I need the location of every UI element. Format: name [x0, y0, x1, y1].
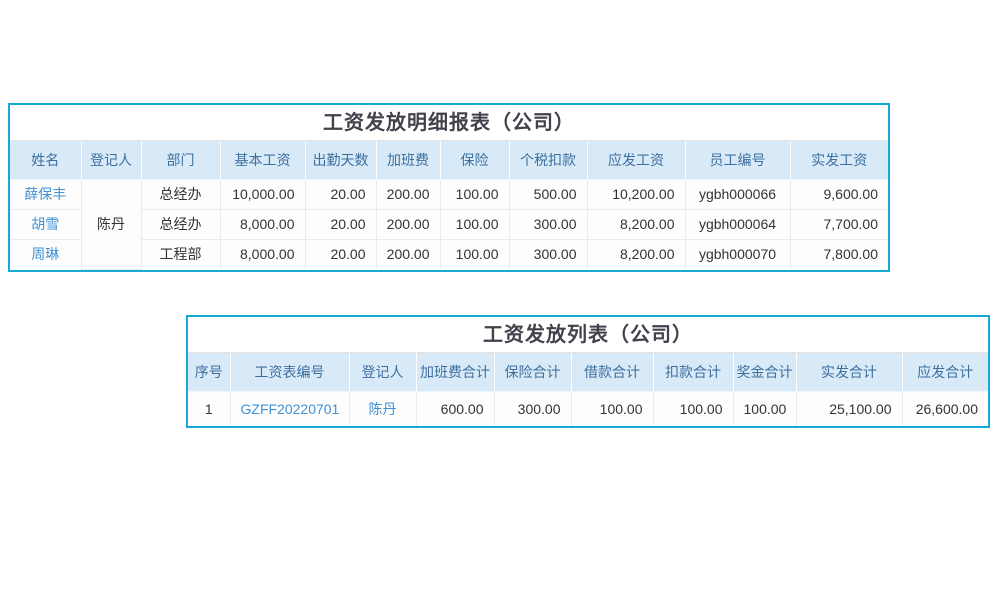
attendance-days-cell: 20.00 [305, 209, 377, 240]
actual-total-cell: 25,100.00 [796, 391, 903, 426]
list-report-table: 序号 工资表编号 登记人 加班费合计 保险合计 借款合计 扣款合计 奖金合计 实… [188, 353, 988, 426]
payable-salary-cell: 8,200.00 [587, 209, 686, 240]
overtime-pay-cell: 200.00 [376, 239, 441, 269]
tax-deduction-cell: 300.00 [509, 239, 588, 269]
base-salary-cell: 8,000.00 [220, 209, 306, 240]
column-header-attendance-days: 出勤天数 [305, 141, 377, 180]
column-header-overtime-total: 加班费合计 [416, 353, 495, 392]
column-header-sheet-no: 工资表编号 [230, 353, 350, 392]
employee-no-cell: ygbh000064 [685, 209, 791, 240]
actual-salary-cell: 7,700.00 [790, 209, 888, 240]
column-header-name: 姓名 [10, 141, 82, 180]
overtime-pay-cell: 200.00 [376, 179, 441, 210]
bonus-total-cell: 100.00 [733, 391, 797, 426]
attendance-days-cell: 20.00 [305, 179, 377, 210]
insurance-cell: 100.00 [440, 239, 510, 269]
employee-name-cell: 胡雪 [10, 209, 82, 240]
department-cell: 工程部 [141, 239, 221, 269]
registrant-merged-cell: 陈丹 [81, 179, 142, 270]
overtime-pay-cell: 200.00 [376, 209, 441, 240]
employee-name-cell: 周琳 [10, 239, 82, 269]
deduction-total-cell: 100.00 [653, 391, 734, 426]
registrant-cell: 陈丹 [349, 391, 417, 426]
column-header-department: 部门 [141, 141, 221, 180]
employee-no-cell: ygbh000070 [685, 239, 791, 269]
attendance-days-cell: 20.00 [305, 239, 377, 269]
column-header-loan-total: 借款合计 [571, 353, 654, 392]
column-header-base-salary: 基本工资 [220, 141, 306, 180]
registrant-link[interactable]: 陈丹 [368, 400, 397, 417]
column-header-tax-deduction: 个税扣款 [509, 141, 588, 180]
insurance-total-cell: 300.00 [494, 391, 572, 426]
detail-report-title: 工资发放明细报表（公司） [10, 105, 888, 141]
tax-deduction-cell: 500.00 [509, 179, 588, 210]
column-header-deduction-total: 扣款合计 [653, 353, 734, 392]
column-header-bonus-total: 奖金合计 [733, 353, 797, 392]
seq-cell: 1 [188, 391, 231, 426]
actual-salary-cell: 7,800.00 [790, 239, 888, 269]
base-salary-cell: 10,000.00 [220, 179, 306, 210]
detail-report-table: 姓名 登记人 部门 基本工资 出勤天数 加班费 保险 个税扣款 应发工资 员工编… [10, 141, 888, 270]
employee-no-cell: ygbh000066 [685, 179, 791, 210]
table-row: 1 GZFF20220701 陈丹 600.00 300.00 100.00 1… [188, 391, 988, 426]
list-report-title: 工资发放列表（公司） [188, 317, 988, 353]
list-header-row: 序号 工资表编号 登记人 加班费合计 保险合计 借款合计 扣款合计 奖金合计 实… [188, 353, 988, 392]
salary-detail-report: 工资发放明细报表（公司） 姓名 登记人 部门 基本工资 出勤天数 加班费 保险 … [8, 103, 890, 272]
detail-header-row: 姓名 登记人 部门 基本工资 出勤天数 加班费 保险 个税扣款 应发工资 员工编… [10, 141, 888, 180]
column-header-seq: 序号 [188, 353, 231, 392]
base-salary-cell: 8,000.00 [220, 239, 306, 269]
column-header-actual-total: 实发合计 [796, 353, 903, 392]
actual-salary-cell: 9,600.00 [790, 179, 888, 210]
employee-name-link[interactable]: 胡雪 [31, 216, 60, 232]
department-cell: 总经办 [141, 179, 221, 210]
column-header-registrant: 登记人 [349, 353, 417, 392]
column-header-actual-salary: 实发工资 [790, 141, 888, 180]
sheet-no-link[interactable]: GZFF20220701 [240, 400, 340, 417]
column-header-registrant: 登记人 [81, 141, 142, 180]
salary-list-report: 工资发放列表（公司） 序号 工资表编号 登记人 加班费合计 保险合计 借款合计 … [186, 315, 990, 428]
column-header-payable-total: 应发合计 [902, 353, 988, 392]
overtime-total-cell: 600.00 [416, 391, 495, 426]
insurance-cell: 100.00 [440, 179, 510, 210]
column-header-insurance-total: 保险合计 [494, 353, 572, 392]
department-cell: 总经办 [141, 209, 221, 240]
column-header-employee-no: 员工编号 [685, 141, 791, 180]
insurance-cell: 100.00 [440, 209, 510, 240]
payable-salary-cell: 8,200.00 [587, 239, 686, 269]
sheet-no-cell: GZFF20220701 [230, 391, 350, 426]
table-row: 周琳 工程部 8,000.00 20.00 200.00 100.00 300.… [10, 239, 888, 269]
table-row: 薛保丰 陈丹 总经办 10,000.00 20.00 200.00 100.00… [10, 179, 888, 270]
column-header-insurance: 保险 [440, 141, 510, 180]
employee-name-cell: 薛保丰 [10, 179, 82, 210]
employee-name-link[interactable]: 薛保丰 [24, 186, 67, 202]
column-header-payable-salary: 应发工资 [587, 141, 686, 180]
table-row: 胡雪 总经办 8,000.00 20.00 200.00 100.00 300.… [10, 209, 888, 240]
loan-total-cell: 100.00 [571, 391, 654, 426]
payable-salary-cell: 10,200.00 [587, 179, 686, 210]
employee-name-link[interactable]: 周琳 [31, 246, 60, 263]
payable-total-cell: 26,600.00 [902, 391, 988, 426]
column-header-overtime-pay: 加班费 [376, 141, 441, 180]
tax-deduction-cell: 300.00 [509, 209, 588, 240]
